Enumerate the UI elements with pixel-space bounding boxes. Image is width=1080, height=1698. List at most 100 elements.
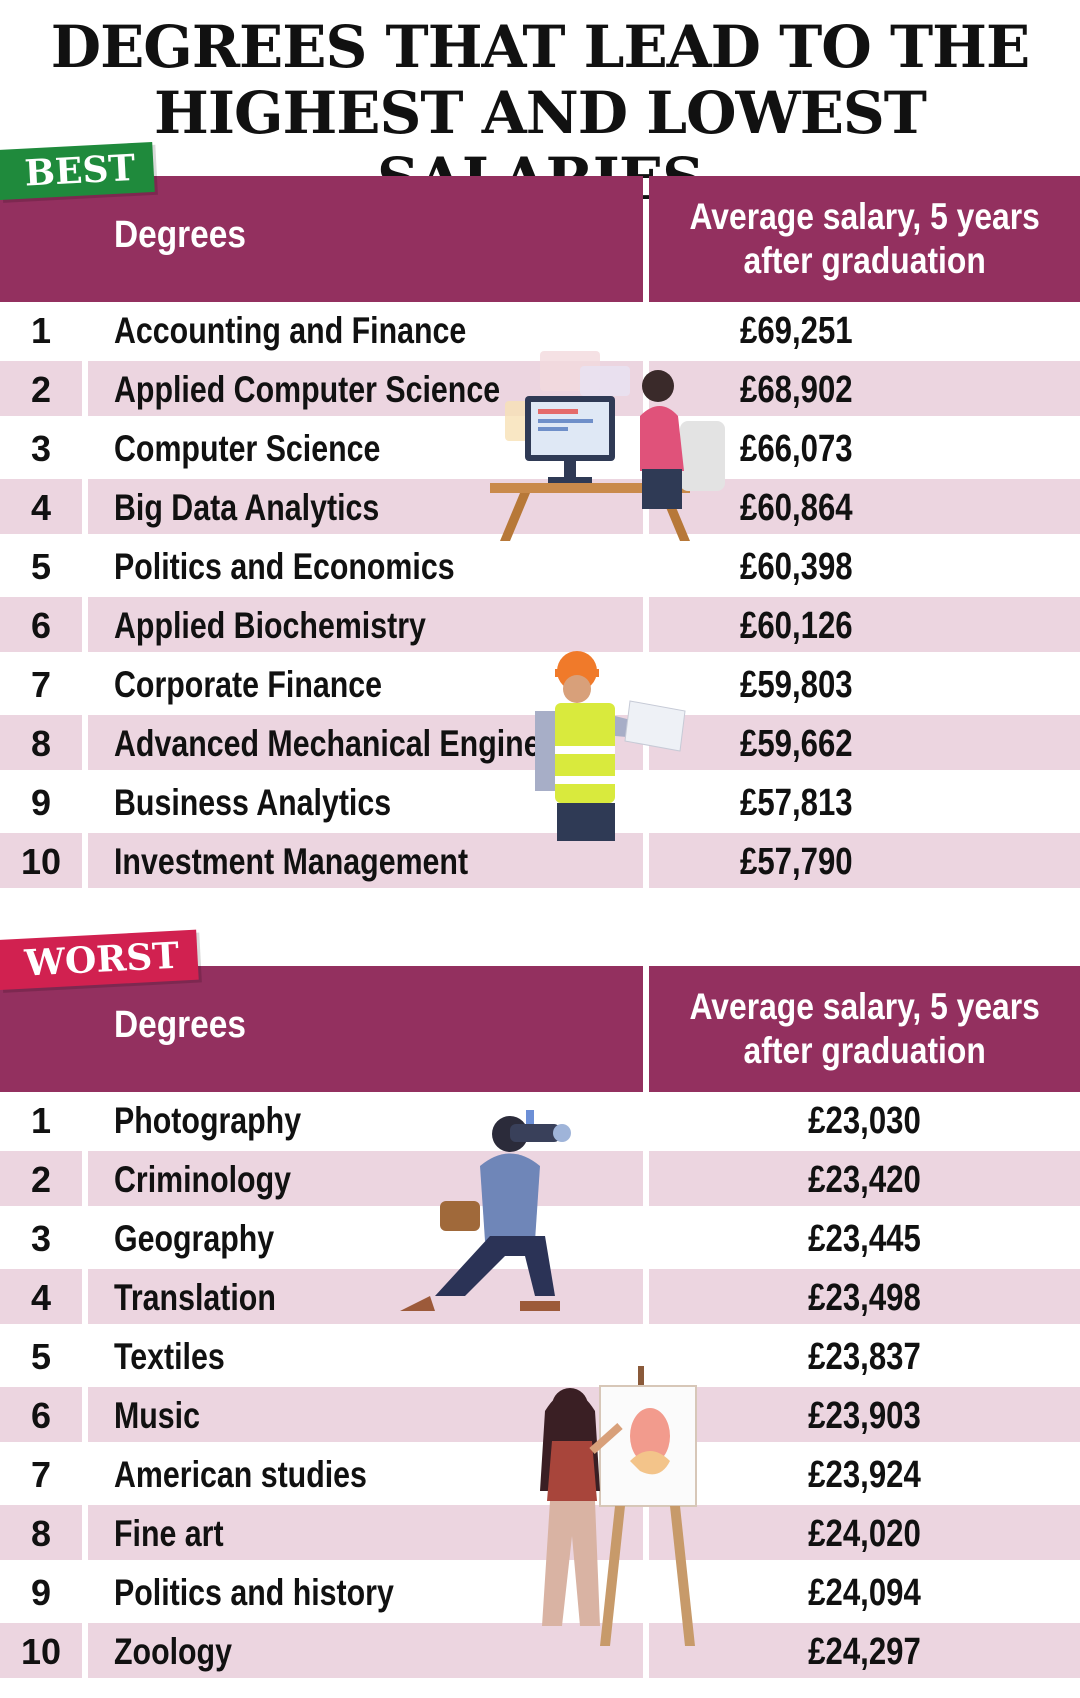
salary-value: £24,020 — [808, 1513, 921, 1555]
rank-label: 7 — [30, 664, 52, 705]
degree-name: Investment Management — [114, 841, 469, 882]
best-table-header: Degrees Average salary, 5 years after gr… — [0, 176, 1080, 302]
salary-cell — [649, 1505, 1080, 1560]
salary-value: £23,903 — [808, 1395, 921, 1437]
salary-header-cell: Average salary, 5 years after graduation — [649, 966, 1080, 1092]
rank-label: 8 — [30, 723, 52, 764]
salary-cell — [649, 597, 1080, 652]
salary-value: £59,803 — [740, 664, 853, 706]
salary-value: £68,902 — [740, 369, 853, 411]
best-badge: BEST — [0, 141, 155, 200]
table-row: 7 American studies £23,924 — [0, 1446, 1080, 1505]
salary-cell — [649, 538, 1080, 593]
rank-cell — [0, 833, 82, 888]
rank-label: 7 — [30, 1454, 52, 1495]
salary-cell — [649, 1623, 1080, 1678]
salary-value: £23,924 — [808, 1454, 921, 1496]
table-row: 5 Textiles £23,837 — [0, 1328, 1080, 1387]
rank-label: 9 — [30, 782, 52, 823]
table-row: 3 Geography £23,445 — [0, 1210, 1080, 1269]
rank-label: 8 — [30, 1513, 52, 1554]
rank-cell — [0, 1269, 82, 1324]
degree-name: Corporate Finance — [114, 664, 383, 705]
degrees-header-label: Degrees — [114, 214, 246, 256]
salary-value: £57,790 — [740, 841, 853, 883]
rank-label: 10 — [20, 841, 62, 882]
best-table-body: 1 Accounting and Finance £69,251 2 Applied C… — [0, 302, 1080, 892]
worst-badge: WORST — [0, 929, 199, 990]
degree-name: Politics and Economics — [114, 546, 455, 587]
rank-label: 3 — [30, 1218, 52, 1259]
salary-header-line-2: after graduation — [743, 1030, 986, 1071]
degree-cell — [88, 1151, 643, 1206]
rank-label: 3 — [30, 428, 52, 469]
degree-name: Politics and history — [114, 1572, 394, 1613]
salary-value: £24,297 — [808, 1631, 921, 1673]
table-row: 5 Politics and Economics £60,398 — [0, 538, 1080, 597]
degree-name: Zoology — [114, 1631, 232, 1672]
title-line-1: DEGREES THAT LEAD TO THE — [50, 13, 1030, 81]
rank-cell — [0, 1623, 82, 1678]
rank-cell — [0, 1387, 82, 1442]
photographer-illustration — [400, 1110, 571, 1311]
table-row: 8 Fine art £24,020 — [0, 1505, 1080, 1564]
degree-name: American studies — [114, 1454, 367, 1495]
rank-cell — [0, 597, 82, 652]
degree-name: Translation — [114, 1277, 276, 1318]
degree-name: Applied Biochemistry — [114, 605, 426, 646]
salary-value: £23,420 — [808, 1159, 921, 1201]
salary-header-label: Average salary, 5 years after graduation — [689, 195, 1039, 283]
rank-cell — [0, 479, 82, 534]
rank-label: 1 — [30, 1100, 52, 1141]
salary-cell — [649, 715, 1080, 770]
rank-label: 1 — [30, 310, 52, 351]
degree-cell — [88, 597, 643, 652]
salary-cell — [649, 361, 1080, 416]
table-row: 9 Politics and history £24,094 — [0, 1564, 1080, 1623]
worst-table-body: 1 Photography £23,030 2 Criminology £23,420 3 G… — [0, 1092, 1080, 1682]
rank-label: 5 — [30, 546, 52, 587]
degree-name: Textiles — [114, 1336, 225, 1377]
salary-cell — [649, 1151, 1080, 1206]
table-row: 8 Advanced Mechanical Engineering £59,662 — [0, 715, 1080, 774]
degree-name: Advanced Mechanical Engineering — [114, 723, 615, 764]
rank-cell — [0, 715, 82, 770]
salary-value: £60,126 — [740, 605, 853, 647]
degree-name: Criminology — [114, 1159, 291, 1200]
salary-value: £57,813 — [740, 782, 853, 824]
salary-value: £60,398 — [740, 546, 853, 588]
degree-name: Accounting and Finance — [114, 310, 467, 351]
rank-label: 6 — [30, 1395, 52, 1436]
degree-name: Business Analytics — [114, 782, 392, 823]
rank-label: 6 — [30, 605, 52, 646]
degree-cell — [88, 833, 643, 888]
rank-label: 4 — [30, 1277, 52, 1318]
degree-name: Applied Computer Science — [114, 369, 501, 410]
degrees-header-label: Degrees — [114, 1004, 246, 1046]
salary-cell — [649, 1269, 1080, 1324]
salary-header-line-1: Average salary, 5 years — [689, 196, 1040, 237]
page-title: DEGREES THAT LEAD TO THE HIGHEST AND LOW… — [0, 14, 1080, 212]
rank-cell — [0, 361, 82, 416]
salary-cell — [649, 833, 1080, 888]
degree-name: Music — [114, 1395, 200, 1436]
painter-illustration — [540, 1366, 697, 1646]
table-row: 2 Criminology £23,420 — [0, 1151, 1080, 1210]
salary-value: £23,445 — [808, 1218, 921, 1260]
salary-header-label: Average salary, 5 years after graduation — [689, 985, 1039, 1073]
rank-cell — [0, 1505, 82, 1560]
salary-value: £23,030 — [808, 1100, 921, 1142]
salary-cell — [649, 1387, 1080, 1442]
rank-label: 2 — [30, 1159, 52, 1200]
table-row: 3 Computer Science £66,073 — [0, 420, 1080, 479]
salary-value: £23,837 — [808, 1336, 921, 1378]
degree-name: Geography — [114, 1218, 275, 1259]
salary-value: £60,864 — [740, 487, 853, 529]
table-row: 7 Corporate Finance £59,803 — [0, 656, 1080, 715]
salary-value: £69,251 — [740, 310, 853, 352]
table-row: 10 Investment Management £57,790 — [0, 833, 1080, 892]
rank-label: 4 — [30, 487, 52, 528]
degree-name: Computer Science — [114, 428, 381, 469]
salary-header-cell: Average salary, 5 years after graduation — [649, 176, 1080, 302]
worst-table-header: Degrees Average salary, 5 years after gr… — [0, 966, 1080, 1092]
